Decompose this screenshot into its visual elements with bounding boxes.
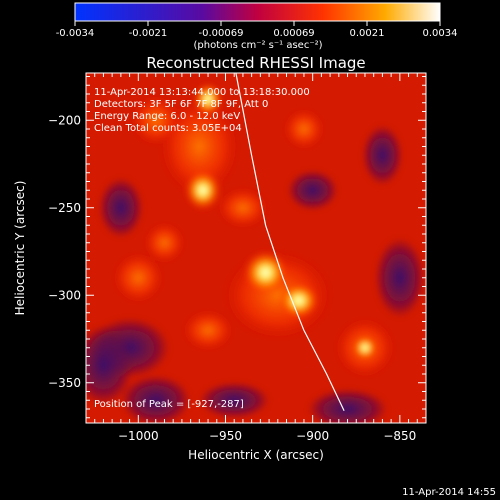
colorbar-tick-label: 0.0034: [423, 28, 458, 39]
colorbar-ticks: -0.0034 -0.0021 -0.00069 0.00069 0.0021 0.003…: [56, 21, 458, 39]
annotation-energy: Energy Range: 6.0 - 12.0 keV: [94, 111, 240, 122]
cool-region: [362, 125, 403, 186]
warm-region: [144, 222, 185, 263]
colorbar-unit-label: (photons cm⁻² s⁻¹ asec⁻²): [193, 40, 322, 51]
annotation-time: 11-Apr-2014 13:13:44.000 to 13:18:30.000: [94, 87, 310, 98]
colorbar-tick-label: -0.0021: [129, 28, 168, 39]
bright-source: [184, 170, 221, 211]
bright-source: [243, 250, 288, 295]
x-tick-label: −850: [383, 429, 416, 443]
cool-region: [307, 389, 388, 423]
chart-title: Reconstructed RHESSI Image: [146, 54, 365, 72]
y-tick-label: −350: [48, 376, 81, 390]
annotation-detectors: Detectors: 3F 5F 6F 7F 8F 9F, Att 0: [94, 99, 268, 110]
cool-region: [199, 382, 270, 419]
colorbar-tick-label: 0.0021: [350, 28, 385, 39]
y-axis: −200 −250 −300 −350: [48, 76, 426, 419]
annotation-counts: Clean Total counts: 3.05E+04: [94, 123, 242, 134]
heatmap-image: [86, 73, 426, 423]
plot-frame: [85, 72, 427, 424]
x-axis: −1000 −950 −900 −850: [94, 73, 427, 443]
warm-region: [130, 95, 181, 146]
bright-source: [194, 83, 223, 116]
warm-region: [183, 310, 234, 351]
render-timestamp: 11-Apr-2014 14:55: [402, 487, 496, 498]
colorbar: [74, 2, 441, 22]
solar-limb-curve: [235, 73, 345, 412]
warm-region: [217, 187, 268, 228]
warm-region: [283, 109, 324, 149]
warm-region: [113, 252, 164, 303]
y-axis-label: Heliocentric Y (arcsec): [13, 181, 27, 316]
cool-region: [98, 177, 143, 238]
colorbar-tick-label: -0.0034: [56, 28, 95, 39]
y-tick-label: −200: [48, 113, 81, 127]
bright-source: [352, 335, 377, 360]
x-tick-label: −1000: [118, 429, 159, 443]
y-tick-label: −250: [48, 201, 81, 215]
cool-region: [120, 375, 191, 423]
colorbar-tick-label: 0.00069: [273, 28, 314, 39]
cool-region: [287, 170, 338, 211]
x-axis-label: Heliocentric X (arcsec): [188, 448, 324, 462]
annotation-block: 11-Apr-2014 13:13:44.000 to 13:18:30.000…: [94, 87, 310, 410]
colorbar-tick-label: -0.00069: [199, 28, 244, 39]
x-tick-label: −900: [296, 429, 329, 443]
annotation-peak: Position of Peak = [-927,-287]: [94, 399, 244, 410]
cool-region: [86, 325, 134, 406]
cool-region: [374, 237, 425, 318]
y-tick-label: −300: [48, 288, 81, 302]
x-tick-label: −950: [209, 429, 242, 443]
bright-source: [278, 282, 319, 319]
